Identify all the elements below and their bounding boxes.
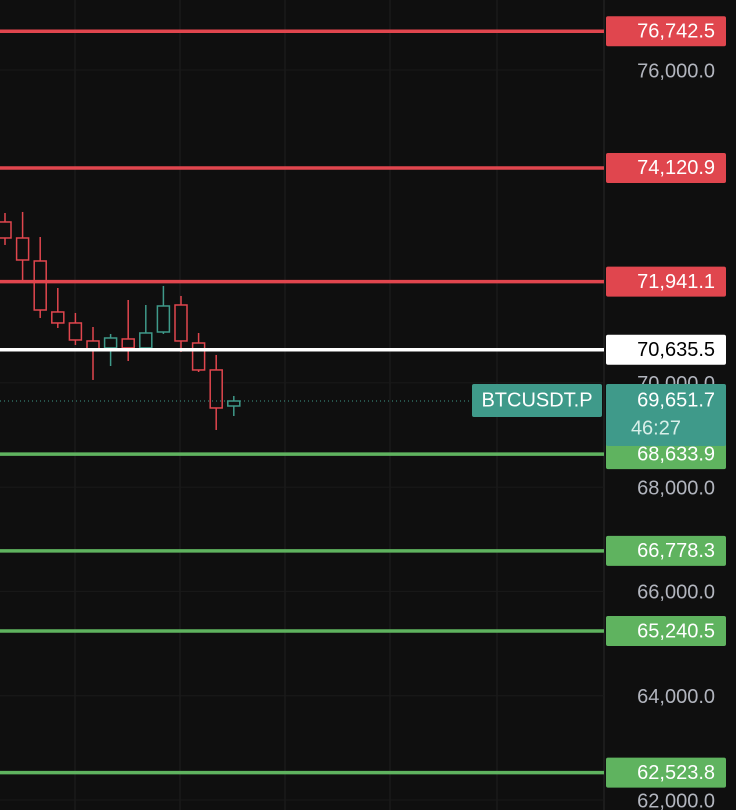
y-tick-label: 66,000.0 (637, 582, 715, 604)
y-tick-label: 64,000.0 (637, 686, 715, 708)
candle-body (174, 304, 188, 342)
price-level-tag (606, 334, 726, 365)
price-level-tag (606, 266, 726, 297)
countdown-label: 46:27 (631, 417, 681, 439)
price-level-tag (606, 757, 726, 788)
price-level-label: 62,523.8 (637, 762, 715, 784)
price-level-tag (606, 535, 726, 566)
candle-body (227, 400, 241, 407)
price-level-label: 74,120.9 (637, 157, 715, 179)
symbol-label: BTCUSDT.P (481, 389, 592, 411)
price-level-tag (606, 439, 726, 470)
y-tick-label: 76,000.0 (637, 60, 715, 82)
price-level-label: 65,240.5 (637, 620, 715, 642)
last-price-label: 69,651.7 (637, 389, 715, 411)
price-level-label: 68,633.9 (637, 443, 715, 465)
price-level-tag (606, 152, 726, 183)
price-level-tag (606, 16, 726, 47)
candle-body (51, 311, 65, 324)
candle-body (191, 342, 206, 371)
last-price-tag (606, 384, 726, 447)
price-level-tag (606, 616, 726, 647)
candle-body (33, 260, 47, 311)
symbol-tag (472, 384, 602, 418)
price-level-label: 70,635.5 (637, 339, 715, 361)
candle-body (86, 340, 100, 350)
time-grid (74, 0, 498, 810)
candle-body (15, 237, 30, 261)
candle-body (0, 221, 12, 239)
candle-body (209, 369, 223, 409)
price-level-label: 66,778.3 (637, 540, 715, 562)
candle-body (103, 337, 118, 349)
candle-body (68, 322, 83, 341)
price-level-label: 71,941.1 (637, 271, 715, 293)
candle-body (121, 338, 135, 349)
candle-body (139, 332, 153, 349)
candle-body (156, 305, 171, 333)
y-tick-label: 62,000.0 (637, 790, 715, 810)
price-level-label: 76,742.5 (637, 21, 715, 43)
y-tick-label: 68,000.0 (637, 477, 715, 499)
